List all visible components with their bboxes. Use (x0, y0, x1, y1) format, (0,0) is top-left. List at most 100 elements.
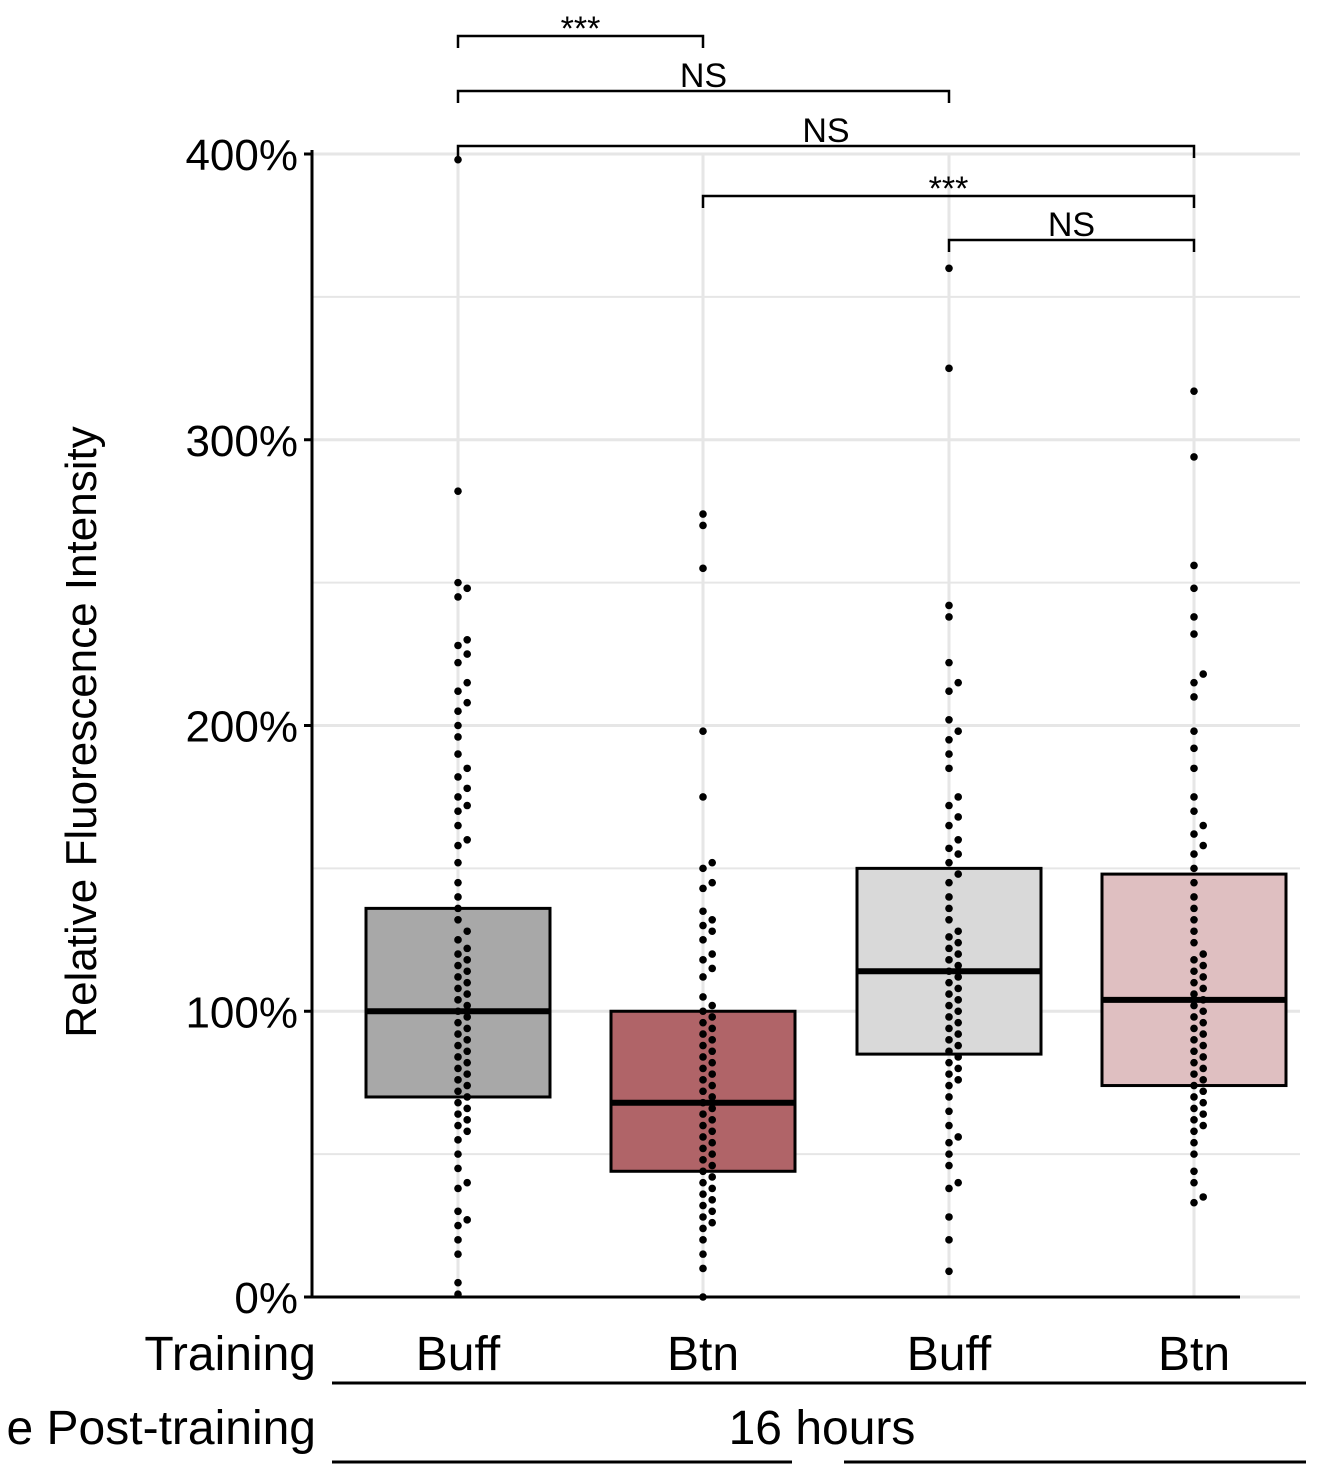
data-point (1190, 927, 1198, 936)
data-point (954, 984, 962, 993)
data-point (699, 1030, 707, 1038)
data-point (1190, 561, 1198, 570)
data-point (454, 1087, 462, 1096)
data-point (954, 996, 962, 1004)
data-point (463, 990, 472, 998)
data-point (945, 1081, 953, 1090)
data-point (945, 715, 953, 724)
data-point (699, 907, 707, 916)
data-point (708, 1093, 716, 1101)
data-point (463, 944, 472, 953)
data-point (463, 584, 472, 593)
data-point (699, 1053, 707, 1061)
data-point (945, 1213, 953, 1221)
data-point (454, 916, 462, 924)
data-point (699, 1121, 707, 1130)
data-point (1190, 727, 1198, 736)
data-point (945, 1107, 953, 1116)
data-point (699, 1007, 707, 1016)
data-point (454, 593, 462, 601)
data-point (463, 1070, 472, 1078)
data-point (708, 1036, 716, 1044)
data-point (954, 961, 962, 970)
data-point (699, 973, 707, 981)
data-point (1190, 904, 1198, 913)
category-label: Buff (907, 1328, 992, 1381)
data-point (708, 1116, 716, 1124)
data-point (945, 1001, 953, 1010)
data-point (454, 733, 462, 741)
data-point (454, 1110, 462, 1118)
data-point (463, 1001, 472, 1010)
data-point (945, 893, 953, 901)
data-point (463, 1081, 472, 1090)
data-point (1199, 984, 1207, 993)
data-point (454, 1221, 462, 1230)
data-point (1190, 1058, 1198, 1067)
y-tick-label: 0% (234, 1274, 298, 1323)
data-point (454, 1030, 462, 1038)
data-point (699, 1076, 707, 1084)
data-point (454, 961, 462, 970)
data-point (699, 727, 707, 736)
data-point (1190, 1036, 1198, 1044)
significance-bracket (456, 144, 1196, 158)
point-layer (454, 155, 1207, 1301)
data-point (454, 721, 462, 730)
data-point (708, 950, 716, 958)
data-point (699, 1098, 707, 1107)
data-point (454, 1121, 462, 1130)
data-point (454, 707, 462, 716)
data-point (945, 1267, 953, 1276)
data-point (699, 1236, 707, 1244)
box-layer (364, 866, 1288, 1173)
data-point (454, 1164, 462, 1173)
data-point (945, 967, 953, 976)
data-point (699, 1201, 707, 1210)
data-point (699, 1250, 707, 1258)
data-point (945, 750, 953, 758)
category-label: Btn (1158, 1328, 1230, 1381)
data-point (454, 1184, 462, 1193)
data-point (945, 1150, 953, 1158)
data-point (945, 1058, 953, 1067)
data-point (454, 1007, 462, 1016)
data-point (463, 801, 472, 810)
data-point (454, 687, 462, 696)
data-point (1190, 1024, 1198, 1033)
data-point (454, 996, 462, 1004)
data-point (454, 973, 462, 981)
data-point (1199, 841, 1207, 850)
data-point (463, 650, 472, 658)
data-point (454, 904, 462, 913)
data-point (945, 904, 953, 913)
data-point (945, 990, 953, 998)
data-point (945, 844, 953, 853)
data-point (463, 956, 472, 964)
data-point (454, 1053, 462, 1061)
data-point (945, 764, 953, 773)
significance-label: *** (929, 170, 969, 208)
data-point (1199, 950, 1207, 958)
data-point (699, 564, 707, 573)
data-point (1199, 670, 1207, 678)
data-point (1190, 1116, 1198, 1124)
data-point (954, 1018, 962, 1027)
significance-label: NS (1048, 206, 1095, 244)
significance-bracket (947, 238, 1196, 252)
data-point (1190, 1047, 1198, 1056)
data-point (454, 1018, 462, 1027)
data-point (708, 1047, 716, 1056)
data-point (1190, 1138, 1198, 1147)
data-point (699, 1156, 707, 1164)
data-point (1199, 961, 1207, 970)
data-point (954, 727, 962, 736)
data-point (1199, 1018, 1207, 1027)
data-point (945, 978, 953, 987)
data-point (708, 1184, 716, 1193)
data-point (954, 1053, 962, 1061)
data-point (454, 658, 462, 667)
data-point (954, 1007, 962, 1016)
data-point (1190, 864, 1198, 873)
